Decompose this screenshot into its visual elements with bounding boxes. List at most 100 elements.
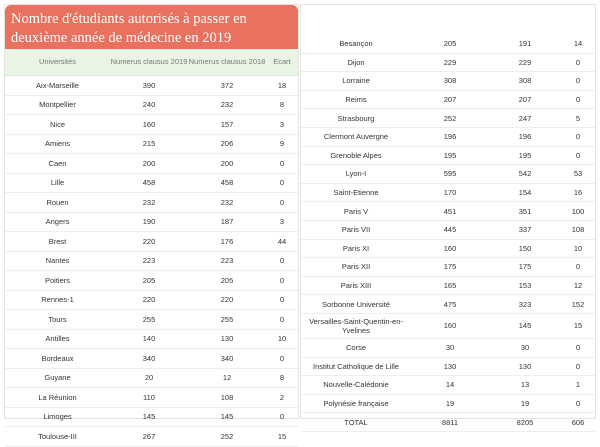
cell-ecart: 10 bbox=[266, 329, 298, 349]
table-row: Poitiers 205 205 0 bbox=[5, 270, 298, 291]
cell-universite: Dijon bbox=[301, 53, 411, 73]
cell-nc-2018: 108 bbox=[188, 387, 266, 408]
cell-nc-2018: 150 bbox=[489, 239, 561, 259]
cell-ecart: 0 bbox=[561, 90, 595, 110]
cell-universite: Rouen bbox=[5, 192, 110, 213]
cell-universite: Strasbourg bbox=[301, 108, 411, 128]
cell-nc-2018: 175 bbox=[489, 257, 561, 277]
cell-nc-2018: 191 bbox=[489, 35, 561, 54]
cell-nc-2018: 12 bbox=[188, 368, 266, 388]
cell-nc-2019: 200 bbox=[110, 153, 188, 174]
table-row: Paris XI 160 150 10 bbox=[301, 239, 595, 259]
cell-ecart: 100 bbox=[561, 201, 595, 221]
cell-ecart: 0 bbox=[561, 127, 595, 147]
cell-nc-2018: 337 bbox=[489, 220, 561, 240]
table-row: Institut Catholique de Lille 130 130 0 bbox=[301, 357, 595, 377]
cell-universite: Paris XII bbox=[301, 257, 411, 277]
cell-ecart: 15 bbox=[561, 313, 595, 339]
cell-universite: Clermont Auvergne bbox=[301, 127, 411, 147]
cell-nc-2018: 223 bbox=[188, 251, 266, 271]
cell-nc-2018: 200 bbox=[188, 153, 266, 174]
cell-universite: Lille bbox=[5, 173, 110, 193]
cell-universite: Paris XI bbox=[301, 239, 411, 259]
total-row: TOTAL 8811 8205 606 bbox=[301, 412, 595, 432]
table-row: Nantes 223 223 0 bbox=[5, 251, 298, 271]
table-row: Paris XII 175 175 0 bbox=[301, 257, 595, 277]
cell-nc-2019: 232 bbox=[110, 192, 188, 213]
cell-ecart: 44 bbox=[266, 231, 298, 252]
cell-nc-2019: 170 bbox=[411, 183, 489, 203]
cell-universite: Sorbonne Université bbox=[301, 294, 411, 314]
cell-nc-2019: 220 bbox=[110, 290, 188, 310]
cell-nc-2018: 232 bbox=[188, 95, 266, 115]
cell-ecart: 14 bbox=[561, 35, 595, 54]
cell-universite: Versailles-Saint-Quentin-en-Yvelines bbox=[301, 313, 411, 339]
cell-nc-2018: 340 bbox=[188, 348, 266, 369]
table-row: Versailles-Saint-Quentin-en-Yvelines 160 1… bbox=[301, 313, 595, 339]
table-row: Nouvelle-Calédonie 14 13 1 bbox=[301, 375, 595, 395]
table-row: Rouen 232 232 0 bbox=[5, 192, 298, 213]
table-row: Polynésie française 19 19 0 bbox=[301, 394, 595, 414]
cell-nc-2019: 160 bbox=[110, 114, 188, 135]
cell-nc-2019: 308 bbox=[411, 71, 489, 91]
cell-nc-2019: 475 bbox=[411, 294, 489, 314]
cell-universite: Grenoble Alpes bbox=[301, 146, 411, 166]
cell-universite: Bordeaux bbox=[5, 348, 110, 369]
cell-ecart: 0 bbox=[561, 71, 595, 91]
cell-universite: Polynésie française bbox=[301, 394, 411, 414]
cell-nc-2018: 187 bbox=[188, 212, 266, 232]
cell-nc-2018: 145 bbox=[188, 407, 266, 427]
cell-universite: Paris VII bbox=[301, 220, 411, 240]
cell-universite: Paris V bbox=[301, 201, 411, 221]
cell-universite: Nouvelle-Calédonie bbox=[301, 375, 411, 395]
table-row: Limoges 145 145 0 bbox=[5, 407, 298, 427]
right-table: Besançon 205 191 14 Dijon 229 229 0 Lorraine 308 3… bbox=[301, 35, 595, 432]
cell-ecart: 10 bbox=[561, 239, 595, 259]
cell-nc-2019: 445 bbox=[411, 220, 489, 240]
cell-nc-2018: 458 bbox=[188, 173, 266, 193]
table-row: Saint-Etienne 170 154 16 bbox=[301, 183, 595, 203]
cell-nc-2019: 20 bbox=[110, 368, 188, 388]
cell-nc-2019: 160 bbox=[411, 313, 489, 339]
cell-universite: Guyane bbox=[5, 368, 110, 388]
table-row: Grenoble Alpes 195 195 0 bbox=[301, 146, 595, 166]
cell-ecart: 8 bbox=[266, 368, 298, 388]
table-row: Antilles 140 130 10 bbox=[5, 329, 298, 349]
page-title: Nombre d'étudiants autorisés à passer en… bbox=[5, 5, 298, 49]
cell-ecart: 2 bbox=[266, 387, 298, 408]
table-row: Aix-Marseille 390 372 18 bbox=[5, 75, 298, 96]
cell-universite: Limoges bbox=[5, 407, 110, 427]
cell-universite: Toulouse-III bbox=[5, 426, 110, 447]
cell-ecart: 18 bbox=[266, 75, 298, 96]
table-row: Angers 190 187 3 bbox=[5, 212, 298, 232]
cell-nc-2019: 223 bbox=[110, 251, 188, 271]
right-table-panel: Besançon 205 191 14 Dijon 229 229 0 Lorraine 308 3… bbox=[300, 4, 596, 432]
cell-nc-2018: 372 bbox=[188, 75, 266, 96]
table-row: Paris XIII 165 153 12 bbox=[301, 276, 595, 296]
cell-ecart: 1 bbox=[561, 375, 595, 395]
table-row: Paris VII 445 337 108 bbox=[301, 220, 595, 240]
cell-ecart: 0 bbox=[266, 270, 298, 291]
cell-ecart: 0 bbox=[266, 192, 298, 213]
table-row: Bordeaux 340 340 0 bbox=[5, 348, 298, 369]
cell-ecart: 0 bbox=[561, 146, 595, 166]
table-row: Paris V 451 351 100 bbox=[301, 201, 595, 221]
table-row: Tours 255 255 0 bbox=[5, 309, 298, 330]
cell-nc-2019: 205 bbox=[110, 270, 188, 291]
cell-ecart: 152 bbox=[561, 294, 595, 314]
table-header-row: Universités Numerus clausus 2019 Numerus… bbox=[5, 49, 298, 76]
cell-nc-2019: 190 bbox=[110, 212, 188, 232]
table-row: Sorbonne Université 475 323 152 bbox=[301, 294, 595, 314]
cell-nc-2018: 8205 bbox=[489, 412, 561, 432]
table-row: Guyane 20 12 8 bbox=[5, 368, 298, 388]
cell-nc-2019: 215 bbox=[110, 134, 188, 154]
cell-ecart: 0 bbox=[561, 394, 595, 414]
cell-universite: Aix-Marseille bbox=[5, 75, 110, 96]
cell-nc-2018: 196 bbox=[489, 127, 561, 147]
cell-nc-2018: 205 bbox=[188, 270, 266, 291]
cell-nc-2018: 19 bbox=[489, 394, 561, 414]
right-top-spacer bbox=[301, 5, 595, 35]
table-row: Reims 207 207 0 bbox=[301, 90, 595, 110]
cell-nc-2018: 232 bbox=[188, 192, 266, 213]
cell-universite: Besançon bbox=[301, 35, 411, 54]
